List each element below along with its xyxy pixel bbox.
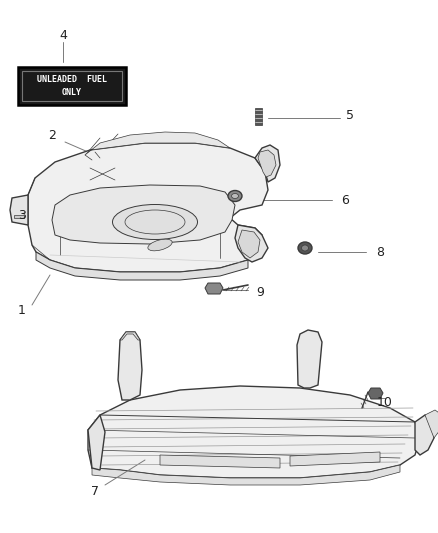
Text: 3: 3	[18, 208, 26, 222]
Polygon shape	[88, 415, 105, 470]
Polygon shape	[159, 455, 279, 468]
Text: 2: 2	[48, 128, 56, 141]
Ellipse shape	[227, 190, 241, 201]
FancyBboxPatch shape	[18, 67, 126, 105]
Text: UNLEADED  FUEL
ONLY: UNLEADED FUEL ONLY	[37, 75, 107, 97]
Polygon shape	[237, 230, 259, 258]
Ellipse shape	[148, 239, 172, 251]
Polygon shape	[92, 465, 399, 485]
Polygon shape	[205, 283, 223, 294]
Polygon shape	[85, 132, 230, 155]
Ellipse shape	[231, 193, 238, 198]
Polygon shape	[28, 143, 267, 272]
Polygon shape	[10, 195, 28, 225]
Polygon shape	[118, 332, 141, 400]
Polygon shape	[258, 150, 276, 177]
Ellipse shape	[112, 205, 197, 239]
Polygon shape	[297, 330, 321, 388]
Polygon shape	[88, 386, 419, 478]
Polygon shape	[424, 410, 438, 438]
Polygon shape	[36, 252, 247, 280]
Polygon shape	[254, 108, 261, 125]
Text: 10: 10	[376, 395, 392, 408]
Text: 4: 4	[59, 28, 67, 42]
Ellipse shape	[301, 245, 308, 251]
Text: 5: 5	[345, 109, 353, 122]
Polygon shape	[290, 452, 379, 466]
Text: 8: 8	[375, 246, 383, 259]
Polygon shape	[414, 415, 433, 455]
Text: 1: 1	[18, 303, 26, 317]
Text: 7: 7	[91, 486, 99, 498]
Text: 9: 9	[255, 286, 263, 298]
Polygon shape	[120, 332, 140, 340]
Polygon shape	[254, 145, 279, 182]
Ellipse shape	[297, 242, 311, 254]
Polygon shape	[52, 185, 234, 244]
Polygon shape	[14, 215, 24, 218]
Polygon shape	[367, 388, 382, 399]
Text: 6: 6	[340, 193, 348, 206]
Polygon shape	[234, 225, 267, 262]
